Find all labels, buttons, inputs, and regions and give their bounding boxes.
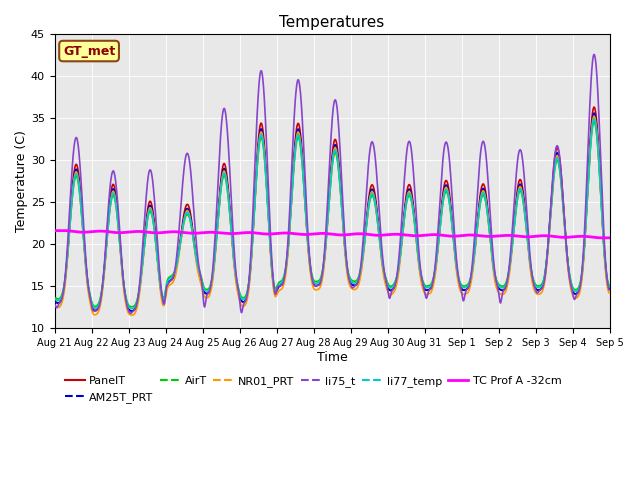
Y-axis label: Temperature (C): Temperature (C) bbox=[15, 130, 28, 232]
Title: Temperatures: Temperatures bbox=[280, 15, 385, 30]
X-axis label: Time: Time bbox=[317, 350, 348, 363]
Legend: PanelT, AM25T_PRT, AirT, NR01_PRT, li75_t, li77_temp, TC Prof A -32cm: PanelT, AM25T_PRT, AirT, NR01_PRT, li75_… bbox=[60, 372, 566, 407]
Text: GT_met: GT_met bbox=[63, 45, 115, 58]
